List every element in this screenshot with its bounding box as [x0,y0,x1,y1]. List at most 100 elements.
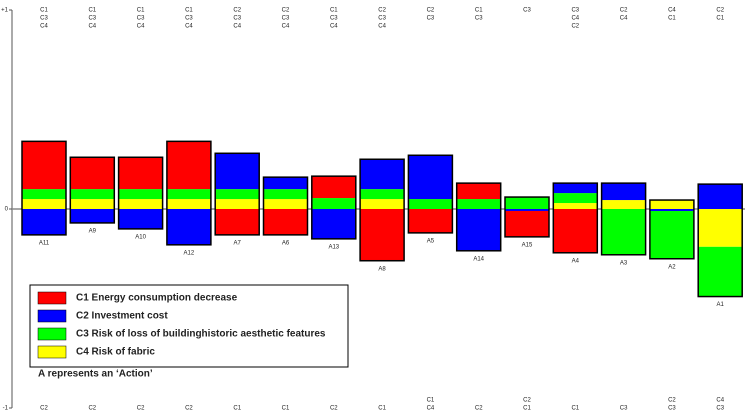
bar-segment [311,176,356,199]
legend-swatch [37,291,67,305]
bar-segment [601,183,646,201]
action-label: A13 [328,244,339,250]
bar-outline [117,156,164,230]
bar-segment [505,197,549,209]
note: A represents an ‘Action’ [38,369,153,380]
bar-segment [505,209,549,211]
bottom-criterion: C1 [571,406,579,412]
top-criterion: C2 [233,8,241,14]
top-criterion: C4 [282,24,290,30]
bottom-criterion: C2 [330,406,338,412]
bar-segment [456,199,501,209]
bar-segment [22,189,66,200]
bar-segment [263,189,308,200]
legend-label: C4 Risk of fabric [76,347,155,358]
legend-swatch [37,345,67,359]
top-criterion: C3 [137,16,145,22]
action-label: A6 [282,240,290,246]
top-criterion: C2 [571,24,579,30]
bar-segment [118,199,163,209]
bar-segment [553,209,598,253]
bar-segment [649,209,694,211]
bottom-criterion: C2 [88,406,96,412]
top-criterion: C3 [88,16,96,22]
top-criterion: C4 [571,16,579,22]
y-tick-label: +1 [1,8,9,14]
action-label: A12 [184,250,195,256]
bar-segment [215,189,260,200]
bottom-criterion: C3 [620,406,628,412]
action-label: A4 [572,258,580,264]
bar-segment [166,199,211,209]
bar-segment [698,246,743,297]
bottom-criterion: C2 [668,398,676,404]
bar-segment [311,209,356,239]
top-criterion: C4 [40,24,48,30]
bottom-criterion: C2 [475,406,483,412]
top-criterion: C3 [282,16,290,22]
top-criterion: C1 [330,8,338,14]
top-criterion: C2 [378,8,386,14]
bar-segment [22,141,66,190]
bar-segment [408,155,453,200]
top-criterion: C3 [40,16,48,22]
top-criterion: C3 [330,16,338,22]
bar-segment [215,209,260,235]
bar-segment [70,199,115,209]
bar-outline [504,196,550,238]
bar-outline [600,182,647,256]
bar-segment [601,200,646,209]
bottom-criterion: C3 [716,406,724,412]
bottom-criterion: C2 [137,406,145,412]
bar-segment [649,200,694,209]
bar-segment [215,153,260,190]
bar-outline [166,140,212,246]
legend-label: C1 Energy consumption decrease [76,293,238,304]
action-label: A9 [89,229,97,235]
top-criterion: C1 [716,16,724,22]
top-criterion: C1 [475,8,483,14]
top-criterion: C3 [185,16,193,22]
legend-label: C2 Investment cost [76,311,168,322]
top-criterion: C4 [185,24,193,30]
action-label: A3 [620,260,628,266]
bar-segment [408,209,453,233]
top-criterion: C4 [378,24,386,30]
action-label: A7 [234,240,242,246]
top-criterion: C4 [668,8,676,14]
top-criterion: C2 [282,8,290,14]
bar-segment [360,209,405,261]
bottom-criterion: C1 [282,406,290,412]
bottom-criterion: C2 [523,398,531,404]
bar-segment [263,209,308,235]
top-criterion: C4 [330,24,338,30]
bar-segment [505,210,549,237]
top-criterion: C1 [137,8,145,14]
top-criterion: C3 [571,8,579,14]
action-label: A8 [378,266,386,272]
bar-segment [166,141,211,190]
top-criterion: C3 [523,8,531,14]
action-label: A10 [135,234,146,240]
bar-segment [311,198,356,209]
bar-segment [601,209,646,255]
bar-outline [649,199,695,260]
top-criterion: C4 [620,16,628,22]
bottom-criterion: C3 [668,406,676,412]
bar-outline [262,176,309,236]
bar-segment [70,157,115,190]
action-label: A14 [473,256,484,262]
legend-box [29,284,349,368]
bar-segment [360,199,405,209]
bar-segment [263,199,308,209]
bar-segment [70,189,115,200]
bar-segment [456,209,501,251]
top-criterion: C2 [620,8,628,14]
bar-outline [552,182,599,254]
legend-swatch [37,327,67,341]
legend-label: C3 Risk of loss of buildinghistoric aest… [76,329,326,340]
top-criterion: C4 [137,24,145,30]
bar-segment [553,193,598,204]
bottom-criterion: C1 [523,406,531,412]
